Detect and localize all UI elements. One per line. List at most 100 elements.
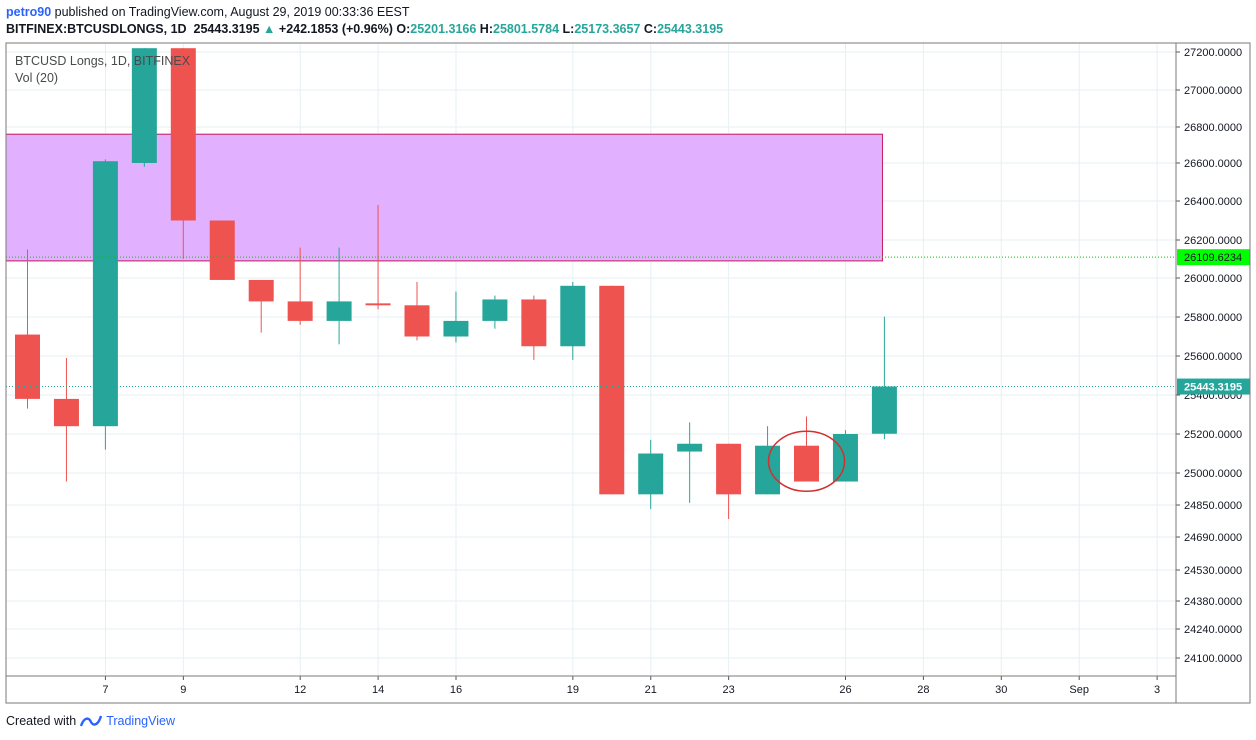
x-tick-label: 14 [372, 684, 384, 696]
y-tick-label: 27000.0000 [1184, 85, 1242, 97]
candle-body [365, 303, 391, 306]
last-price-tag [1177, 378, 1250, 395]
candle-down[interactable] [716, 443, 742, 519]
candle-body [832, 434, 858, 482]
candle-body [15, 334, 40, 399]
y-tick-label: 26400.0000 [1184, 196, 1242, 208]
ohlc-bar: BITFINEX:BTCUSDLONGS, 1D 25443.3195 ▲ +2… [6, 22, 723, 36]
y-tick-label: 24100.0000 [1184, 653, 1242, 665]
candle-down[interactable] [794, 416, 819, 482]
y-tick-label: 26000.0000 [1184, 273, 1242, 285]
candle-body [53, 398, 79, 427]
candle-up[interactable] [832, 430, 858, 482]
candle-down[interactable] [248, 279, 274, 333]
x-tick-label: 3 [1154, 684, 1160, 696]
last-price: 25443.3195 [193, 22, 260, 36]
candle-body [716, 443, 742, 495]
y-tick-label: 24530.0000 [1184, 565, 1242, 577]
candle-up[interactable] [871, 316, 897, 440]
y-tick-label: 25000.0000 [1184, 468, 1242, 480]
x-tick-label: 30 [995, 684, 1007, 696]
x-tick-label: 9 [180, 684, 186, 696]
candle-body [755, 445, 781, 495]
candle-body [326, 301, 352, 321]
candle-body [404, 305, 430, 337]
x-tick-label: 19 [567, 684, 579, 696]
y-tick-label: 25800.0000 [1184, 312, 1242, 324]
candle-up[interactable] [482, 295, 508, 329]
candle-body [170, 48, 196, 221]
high-value: 25801.5784 [493, 22, 560, 36]
high-label: H: [479, 22, 493, 36]
tradingview-logo-icon [80, 715, 103, 727]
x-tick-label: 23 [723, 684, 735, 696]
y-tick-label: 24690.0000 [1184, 532, 1242, 544]
candle-body [638, 453, 664, 495]
close-value: 25443.3195 [657, 22, 724, 36]
candle-up[interactable] [755, 426, 781, 495]
y-tick-label: 24380.0000 [1184, 596, 1242, 608]
chart-frame [5, 42, 1251, 704]
legend-title: BTCUSD Longs, 1D, BITFINEX [15, 54, 191, 68]
x-tick-label: 16 [450, 684, 462, 696]
low-label: L: [562, 22, 575, 36]
publish-info: petro90 published on TradingView.com, Au… [6, 5, 410, 19]
candle-body [443, 320, 469, 337]
y-tick-label: 25600.0000 [1184, 351, 1242, 363]
candle-up[interactable] [677, 422, 703, 503]
candle-body [131, 48, 157, 164]
candle-body [92, 161, 118, 427]
candle-down[interactable] [599, 285, 625, 495]
x-tick-label: 26 [839, 684, 851, 696]
candle-down[interactable] [287, 247, 313, 325]
candle-up[interactable] [92, 159, 118, 450]
candle-up[interactable] [326, 247, 352, 345]
chart-legend: BTCUSD Longs, 1D, BITFINEX Vol (20) [15, 54, 191, 85]
candle-down[interactable] [404, 281, 430, 341]
y-tick-label: 25200.0000 [1184, 429, 1242, 441]
up-arrow-icon: ▲ [263, 22, 276, 36]
candle-body [560, 285, 586, 347]
x-tick-label: 12 [294, 684, 306, 696]
candle-body [677, 443, 703, 452]
candle-up[interactable] [131, 48, 157, 167]
y-tick-label: 26200.0000 [1184, 235, 1242, 247]
candle-up[interactable] [560, 281, 586, 360]
y-tick-label: 26800.0000 [1184, 122, 1242, 134]
candle-body [209, 220, 235, 280]
plot-area [6, 48, 1176, 519]
y-tick-label: 24240.0000 [1184, 624, 1242, 636]
candle-down[interactable] [53, 357, 79, 482]
candle-down[interactable] [170, 48, 196, 259]
highlight-ellipse[interactable] [767, 430, 846, 493]
x-tick-label: 7 [102, 684, 108, 696]
candle-body [521, 299, 547, 347]
author-link[interactable]: petro90 [6, 5, 52, 19]
grid [6, 43, 1176, 676]
footer: Created with TradingView [6, 714, 175, 728]
candle-down[interactable] [521, 295, 547, 360]
x-tick-label: 28 [917, 684, 929, 696]
low-value: 25173.3657 [574, 22, 641, 36]
open-value: 25201.3166 [410, 22, 477, 36]
close-label: C: [643, 22, 658, 36]
candle-body [287, 301, 313, 321]
published-text: published on TradingView.com, August 29,… [54, 5, 410, 19]
candle-up[interactable] [443, 291, 469, 343]
y-tick-label: 27200.0000 [1184, 47, 1242, 59]
candlestick-chart[interactable]: 27200.0000 27000.0000 26800.0000 26600.0000… [0, 0, 1256, 710]
x-tick-label: Sep [1069, 684, 1089, 696]
candle-down[interactable] [209, 220, 235, 280]
price-tag-text: 26109.6234 [1184, 252, 1242, 264]
candle-down[interactable] [15, 249, 40, 409]
open-label: O: [396, 22, 411, 36]
symbol-label: BITFINEX:BTCUSDLONGS, 1D [6, 22, 187, 36]
y-tick-label: 24850.0000 [1184, 500, 1242, 512]
candle-body [599, 285, 625, 495]
tradingview-brand-link[interactable]: TradingView [106, 714, 175, 728]
price-tag-text: 25443.3195 [1184, 382, 1242, 394]
level-price-tag [1177, 249, 1250, 266]
candle-up[interactable] [638, 439, 664, 509]
y-tick-label: 26600.0000 [1184, 158, 1242, 170]
candle-body [248, 279, 274, 302]
